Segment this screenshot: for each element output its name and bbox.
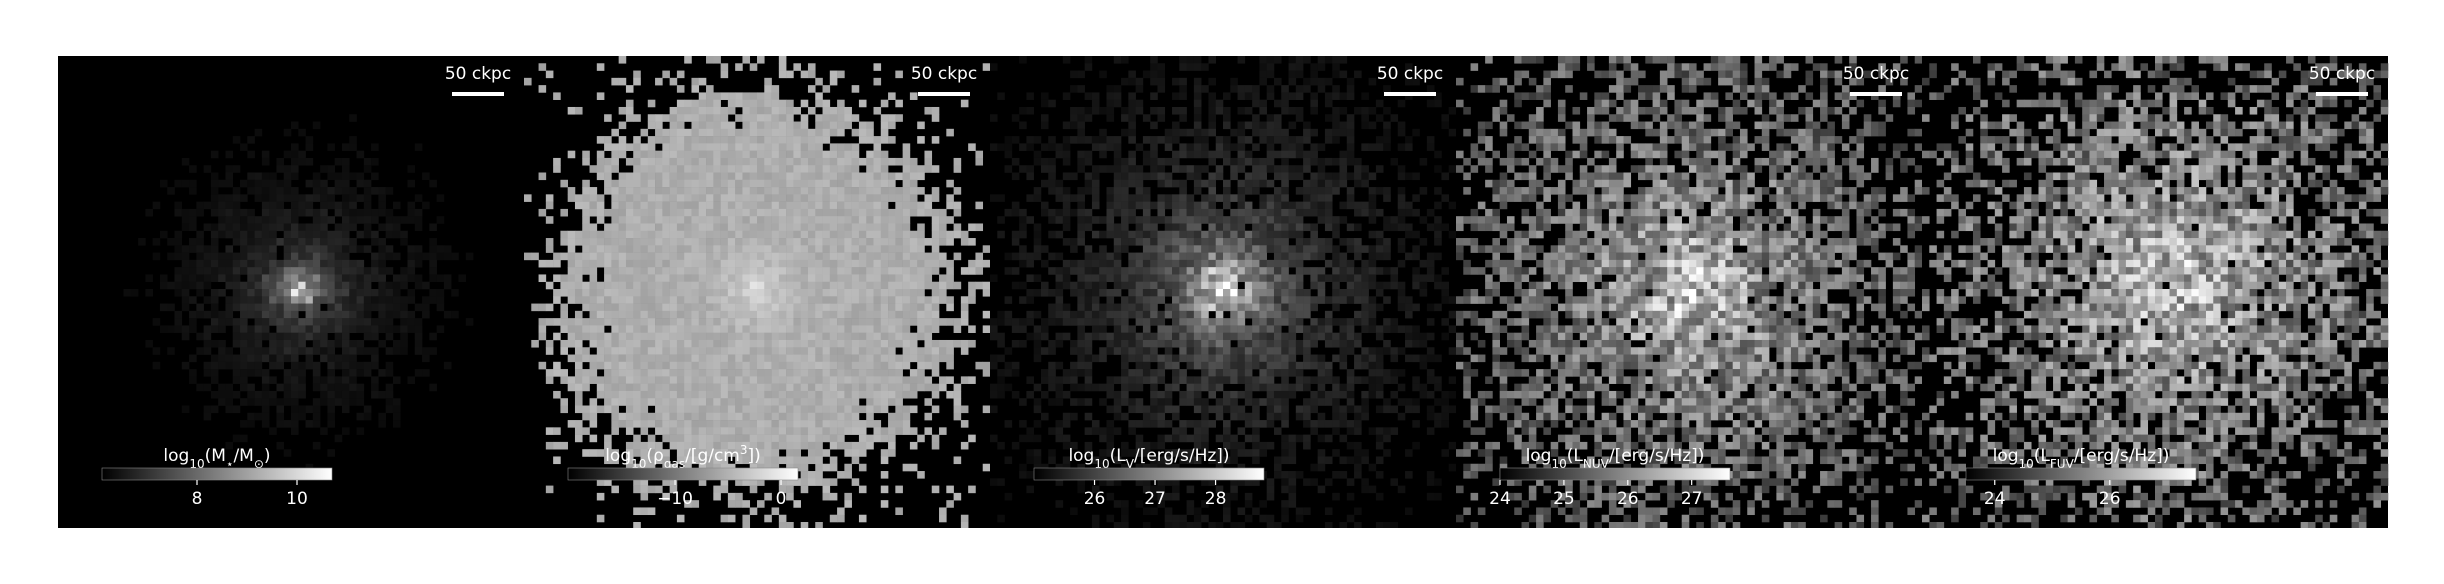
colorbar-label-part: (M xyxy=(205,446,226,466)
colorbar-label-part: 3 xyxy=(740,443,748,457)
colorbar-label-part: /[erg/s/Hz]) xyxy=(1134,446,1230,466)
colorbar-label-part: (ρ xyxy=(646,446,663,466)
colorbar-tick-label: 8 xyxy=(192,489,203,509)
scale-bar-label: 50 ckpc xyxy=(911,64,977,84)
colorbar xyxy=(1499,467,1731,481)
colorbar-label-part: /[erg/s/Hz]) xyxy=(2074,446,2170,466)
colorbar-label-part: ⋆ xyxy=(226,457,234,471)
colorbar xyxy=(1033,467,1265,481)
colorbar-label-part: 10 xyxy=(1094,457,1109,471)
colorbar xyxy=(1965,467,2197,481)
colorbar-label-part: (L xyxy=(1110,446,1127,466)
colorbar-label-part: ) xyxy=(264,446,271,466)
colorbar-label: log10(ρgas/[g/cm3]) xyxy=(605,443,761,471)
colorbar-tick-label: 10 xyxy=(286,489,308,509)
colorbar xyxy=(567,467,799,481)
colorbar-label-part: log xyxy=(163,446,189,466)
colorbar-label-part: (L xyxy=(2034,446,2051,466)
colorbar-tick-label: 26 xyxy=(1617,489,1639,509)
scale-bar-label: 50 ckpc xyxy=(2309,64,2375,84)
colorbar-label: log10(LNUV/[erg/s/Hz]) xyxy=(1526,446,1705,471)
scale-bar-label: 50 ckpc xyxy=(445,64,511,84)
colorbar-label-part: 10 xyxy=(189,457,204,471)
colorbar-tick-label: 27 xyxy=(1681,489,1703,509)
colorbar-label-part: /[g/cm xyxy=(685,446,740,466)
colorbar-label-part: /M xyxy=(233,446,253,466)
scale-bar-label: 50 ckpc xyxy=(1377,64,1443,84)
colorbar-label-part: gas xyxy=(664,457,685,471)
colorbar-tick-label: 25 xyxy=(1553,489,1575,509)
colorbar-label-part: 10 xyxy=(1551,457,1566,471)
colorbar xyxy=(101,467,333,481)
colorbar-label-part: 10 xyxy=(631,457,646,471)
colorbar-label-part: log xyxy=(1526,446,1552,466)
colorbar-label-part: ⊙ xyxy=(254,457,264,471)
scale-bar-label: 50 ckpc xyxy=(1843,64,1909,84)
colorbar-label-part: 10 xyxy=(2019,457,2034,471)
colorbar-label-part: NUV xyxy=(1583,457,1610,471)
colorbar-tick-label: 26 xyxy=(2099,489,2121,509)
colorbar-label-part: log xyxy=(1068,446,1094,466)
colorbar-tick-label: −10 xyxy=(657,489,693,509)
colorbar-tick-label: 24 xyxy=(1984,489,2006,509)
colorbar-label-part: /[erg/s/Hz]) xyxy=(1609,446,1705,466)
colorbar-tick-label: 28 xyxy=(1205,489,1227,509)
colorbar-tick-label: 0 xyxy=(776,489,787,509)
colorbar-label-part: ]) xyxy=(748,446,761,466)
colorbar-tick-label: 27 xyxy=(1144,489,1166,509)
colorbar-label-part: FUV xyxy=(2050,457,2075,471)
colorbar-label: log10(LV/[erg/s/Hz]) xyxy=(1068,446,1229,471)
colorbar-label: log10(LFUV/[erg/s/Hz]) xyxy=(1993,446,2170,471)
colorbar-label-part: V xyxy=(1126,457,1135,471)
colorbar-label: log10(M⋆/M⊙) xyxy=(163,446,270,471)
image xyxy=(1922,56,2389,528)
image xyxy=(990,56,1457,528)
colorbar-tick-label: 26 xyxy=(1084,489,1106,509)
panel: 50 ckpc log10(LFUV/[erg/s/Hz]) 24 26 xyxy=(1922,56,2389,528)
panel: 50 ckpc log10(LNUV/[erg/s/Hz]) 24 25 26 27 xyxy=(1456,56,1923,528)
colorbar-label-part: log xyxy=(1993,446,2019,466)
colorbar-tick-label: 24 xyxy=(1489,489,1511,509)
image xyxy=(524,56,991,528)
colorbar-label-part: (L xyxy=(1567,446,1584,466)
panel: 50 ckpc log10(LV/[erg/s/Hz]) 26 27 28 xyxy=(990,56,1457,528)
image xyxy=(1456,56,1923,528)
image xyxy=(123,114,474,472)
panel: 50 ckpc log10(ρgas/[g/cm3]) −10 0 xyxy=(524,56,991,528)
colorbar-label-part: log xyxy=(605,446,631,466)
